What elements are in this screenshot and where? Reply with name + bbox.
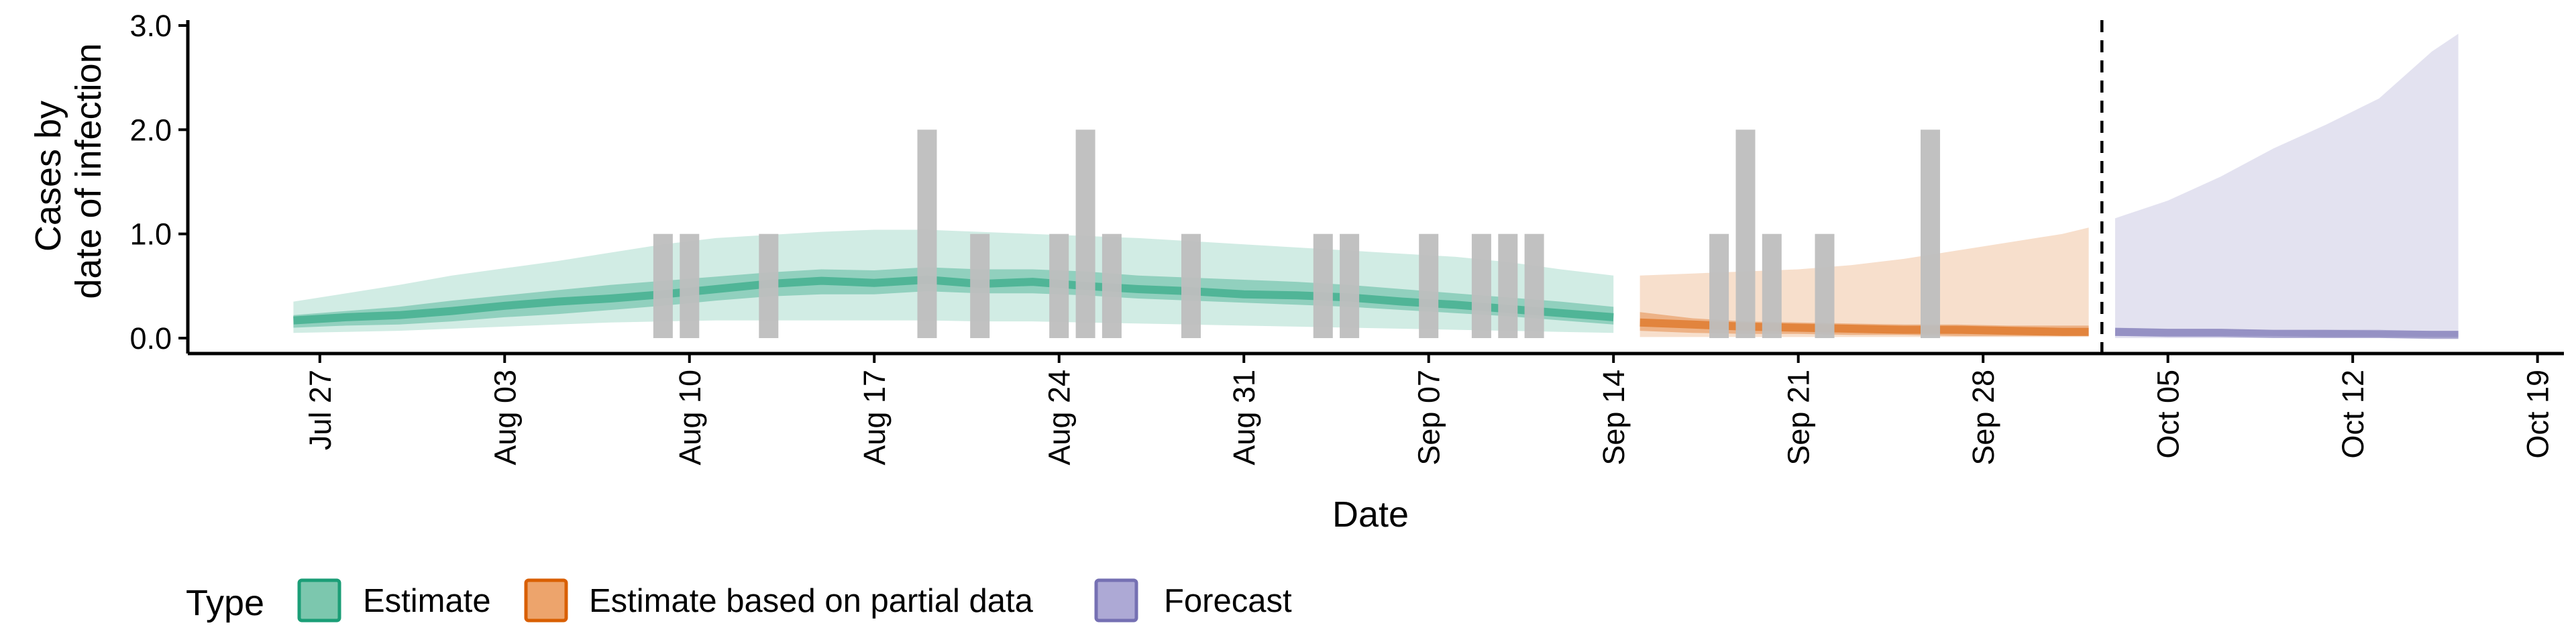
case-bar-1 (680, 233, 700, 338)
legend-label-estimate: Estimate (363, 583, 491, 619)
case-bar-8 (1181, 233, 1201, 338)
series-2-median-line (2114, 327, 2459, 339)
y-tick-label-0: 0.0 (129, 321, 172, 356)
x-tick-label-6: Sep 07 (1412, 370, 1446, 466)
y-axis-title-line-1: Cases by (28, 101, 68, 252)
axes (178, 20, 2564, 363)
y-tick-label-2: 2.0 (129, 113, 172, 147)
case-bar-6 (1075, 129, 1095, 339)
series-2-outer-band (2115, 34, 2459, 339)
case-bar-10 (1340, 233, 1360, 338)
plot-area (293, 20, 2459, 354)
series-0 (293, 229, 1614, 333)
x-tick-label-12: Oct 19 (2521, 370, 2555, 459)
legend-swatch-estimate (297, 578, 341, 623)
x-tick-label-9: Sep 28 (1966, 370, 2000, 466)
legend-title: Type (186, 583, 264, 623)
case-bar-15 (1709, 233, 1729, 338)
case-bar-2 (759, 233, 779, 338)
x-tick-label-2: Aug 10 (673, 370, 707, 466)
x-tick-label-4: Aug 24 (1042, 370, 1077, 466)
case-bar-5 (1049, 233, 1069, 338)
case-bar-12 (1471, 233, 1491, 338)
case-bar-4 (970, 233, 990, 338)
y-axis-title: Cases by date of infection (28, 43, 109, 299)
series-0-median-line (293, 276, 1614, 325)
case-bar-19 (1921, 129, 1940, 339)
y-tick-label-1: 1.0 (129, 217, 172, 252)
legend-item-partial: Estimate based on partial data (524, 578, 1034, 623)
case-bar-16 (1735, 129, 1756, 339)
legend: Type Estimate Estimate based on partial … (186, 578, 1292, 623)
x-tick-label-8: Sep 21 (1782, 370, 1816, 466)
x-tick-label-7: Sep 14 (1597, 370, 1631, 466)
x-tick-label-10: Oct 05 (2151, 370, 2186, 459)
case-bar-7 (1102, 233, 1122, 338)
legend-label-forecast: Forecast (1164, 583, 1292, 619)
case-bar-3 (917, 129, 937, 339)
legend-swatch-forecast (1094, 578, 1138, 623)
series-1 (1640, 227, 2089, 337)
case-bar-0 (653, 233, 673, 338)
y-axis-title-line-2: date of infection (68, 43, 109, 299)
x-tick-label-5: Aug 31 (1227, 370, 1261, 466)
legend-item-forecast: Forecast (1094, 578, 1292, 623)
observed-case-bars (653, 129, 1940, 339)
case-bar-11 (1419, 233, 1439, 338)
case-bar-17 (1762, 233, 1782, 338)
case-bar-14 (1524, 233, 1544, 338)
x-tick-label-0: Jul 27 (303, 370, 337, 450)
case-bar-13 (1498, 233, 1518, 338)
case-bar-9 (1313, 233, 1333, 338)
series-2 (2114, 34, 2459, 339)
case-bar-18 (1815, 233, 1835, 338)
legend-label-partial: Estimate based on partial data (589, 583, 1034, 619)
x-tick-label-1: Aug 03 (488, 370, 522, 466)
series-0-inner-band (293, 267, 1614, 328)
legend-swatch-partial (524, 578, 568, 623)
x-tick-label-11: Oct 12 (2336, 370, 2370, 459)
legend-item-estimate: Estimate (297, 578, 491, 623)
x-axis-title: Date (1332, 494, 1409, 535)
x-tick-label-3: Aug 17 (857, 370, 892, 466)
y-tick-label-3: 3.0 (129, 9, 172, 43)
